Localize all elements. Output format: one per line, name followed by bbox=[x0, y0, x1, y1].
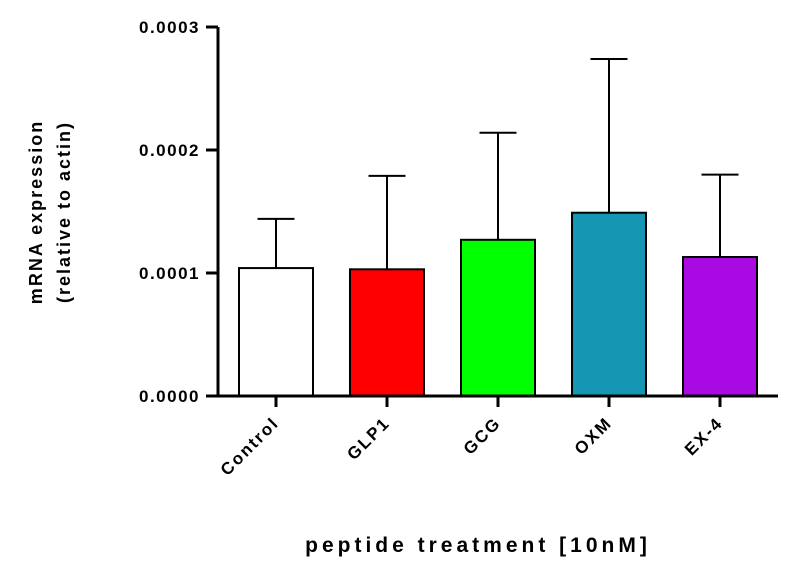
bar-control bbox=[238, 267, 314, 397]
bar-gcg bbox=[460, 238, 536, 397]
y-tick-label: 0.0000 bbox=[139, 387, 200, 406]
y-tick-label: 0.0001 bbox=[139, 264, 200, 283]
bar-glp1 bbox=[349, 268, 425, 397]
error-bars-layer bbox=[257, 57, 739, 270]
x-tick-label: GCG bbox=[460, 413, 505, 458]
x-axis-title: peptide treatment [10nM] bbox=[305, 534, 651, 557]
y-ticks: 0.0000 0.0001 0.0002 0.0003 bbox=[139, 18, 218, 406]
x-tick-label: EX-4 bbox=[681, 413, 727, 459]
x-tick-label: Control bbox=[217, 413, 283, 479]
y-tick-label: 0.0002 bbox=[139, 141, 200, 160]
x-tick-label: GLP1 bbox=[343, 413, 393, 463]
x-ticks: Control GLP1 GCG OXM EX-4 bbox=[217, 396, 727, 479]
y-axis-title-line2: (relative to actin) bbox=[54, 121, 74, 303]
bar-ex-4 bbox=[682, 256, 758, 398]
bars-layer bbox=[238, 211, 758, 398]
y-axis-title: mRNA expression (relative to actin) bbox=[26, 120, 74, 304]
bar-oxm bbox=[571, 211, 647, 397]
x-tick-label: OXM bbox=[571, 413, 616, 458]
y-tick-label: 0.0003 bbox=[139, 18, 200, 37]
y-axis-title-line1: mRNA expression bbox=[26, 120, 46, 304]
